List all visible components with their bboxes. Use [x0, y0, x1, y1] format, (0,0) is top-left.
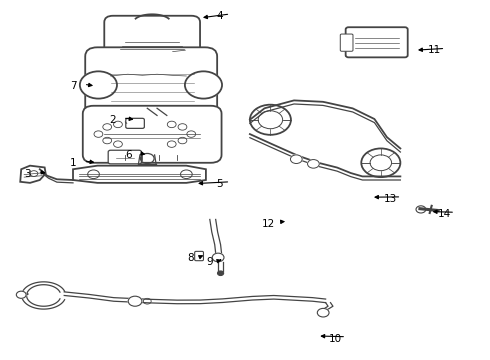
Circle shape	[250, 105, 291, 135]
Text: 13: 13	[384, 194, 397, 204]
Circle shape	[291, 155, 302, 163]
Text: 9: 9	[206, 257, 213, 267]
Text: 6: 6	[125, 150, 132, 160]
FancyBboxPatch shape	[108, 150, 142, 164]
Text: 12: 12	[262, 219, 275, 229]
Circle shape	[361, 148, 400, 177]
FancyBboxPatch shape	[104, 16, 200, 64]
Circle shape	[218, 271, 223, 275]
FancyBboxPatch shape	[83, 106, 221, 163]
Text: 10: 10	[329, 333, 342, 343]
Text: 2: 2	[109, 115, 116, 125]
Circle shape	[16, 291, 26, 298]
Text: 5: 5	[216, 179, 223, 189]
FancyBboxPatch shape	[345, 27, 408, 57]
FancyBboxPatch shape	[85, 47, 217, 117]
Circle shape	[185, 71, 222, 99]
Text: 3: 3	[24, 168, 31, 179]
Circle shape	[80, 71, 117, 99]
Text: 11: 11	[428, 45, 441, 55]
FancyBboxPatch shape	[195, 251, 203, 261]
Polygon shape	[20, 166, 46, 183]
Text: 7: 7	[70, 81, 76, 91]
Polygon shape	[73, 166, 206, 183]
Text: 14: 14	[438, 209, 451, 219]
Text: 8: 8	[187, 253, 194, 263]
Text: 1: 1	[70, 158, 76, 168]
Text: 4: 4	[216, 11, 223, 21]
Circle shape	[128, 296, 142, 306]
Circle shape	[318, 309, 329, 317]
FancyBboxPatch shape	[126, 118, 145, 129]
Circle shape	[308, 159, 319, 168]
FancyBboxPatch shape	[340, 34, 353, 51]
Circle shape	[212, 253, 224, 262]
